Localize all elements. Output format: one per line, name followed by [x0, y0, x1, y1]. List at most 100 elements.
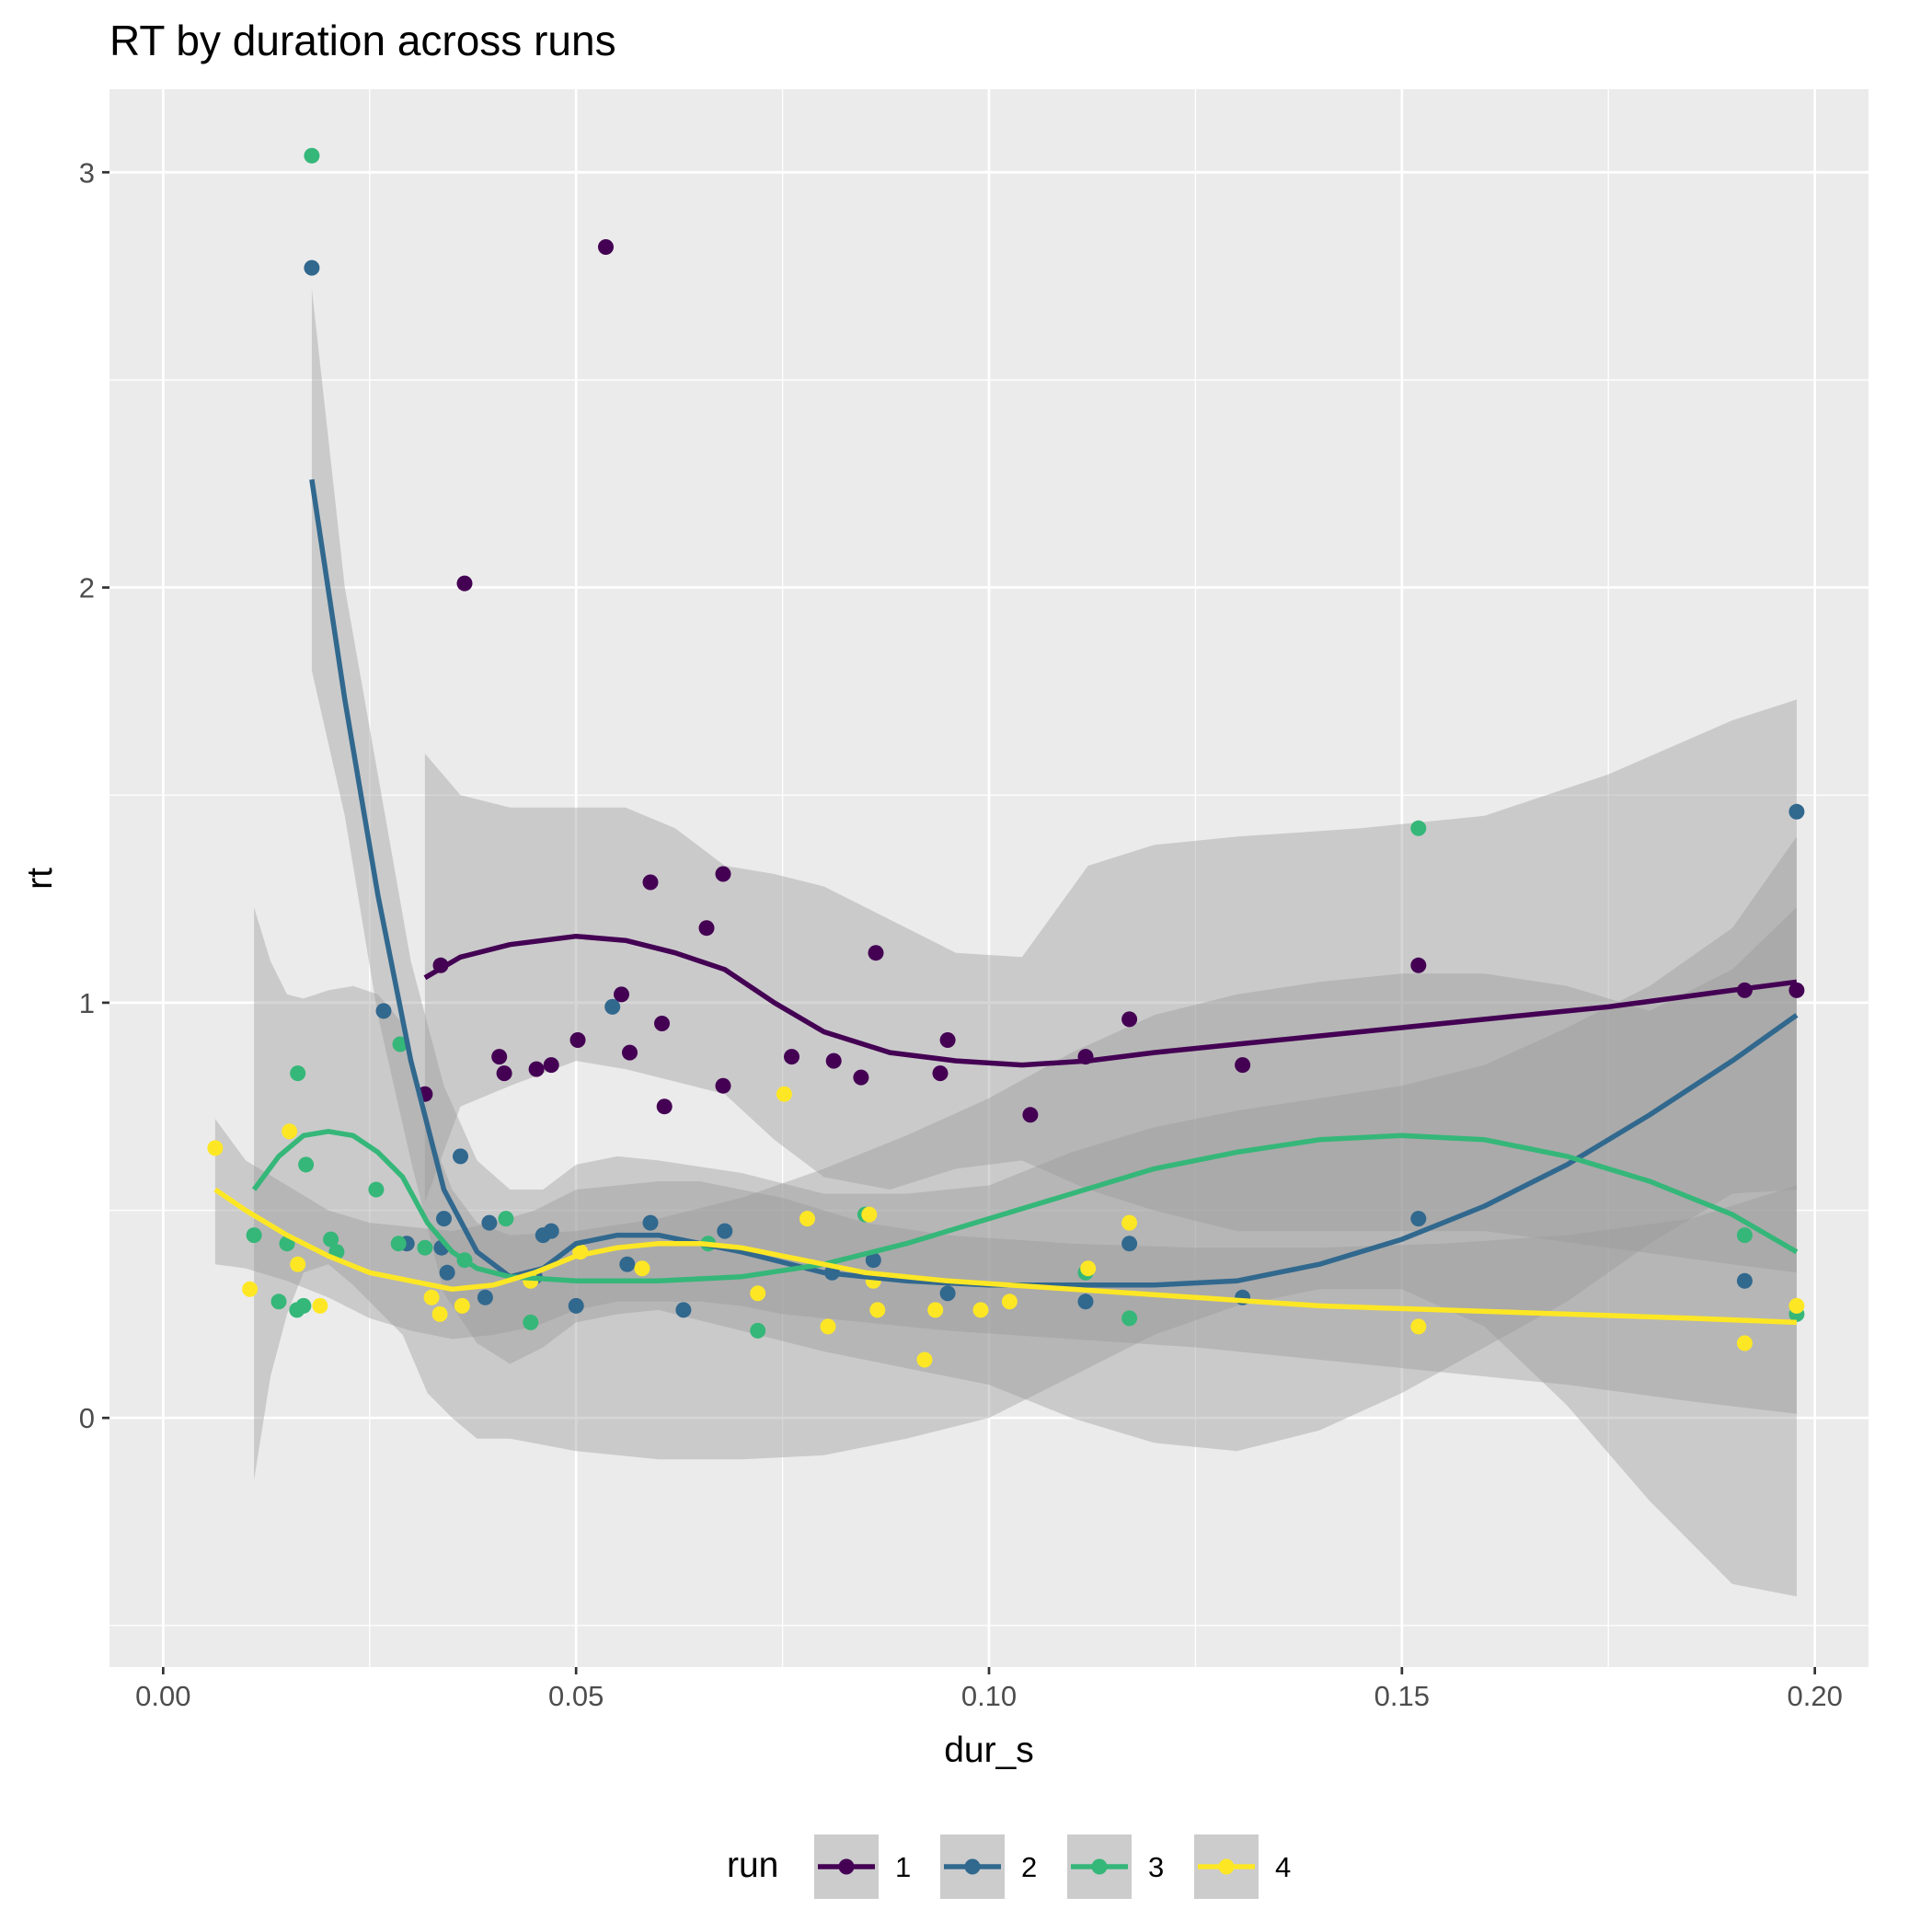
point-run-4 [242, 1281, 259, 1297]
confidence-band-run-3 [254, 907, 1797, 1597]
point-run-2 [717, 1223, 733, 1239]
point-run-3 [498, 1211, 514, 1227]
legend-label-run-2: 2 [1021, 1851, 1037, 1883]
point-run-2 [439, 1264, 455, 1281]
point-run-3 [323, 1231, 339, 1248]
point-run-1 [654, 1016, 670, 1031]
point-run-1 [598, 239, 614, 255]
point-run-2 [865, 1252, 881, 1269]
point-run-1 [698, 920, 715, 937]
legend-point-run-4 [1218, 1858, 1235, 1875]
point-run-3 [392, 1036, 408, 1052]
y-tick-label: 0 [79, 1402, 95, 1434]
x-tick-label: 0.20 [1787, 1680, 1842, 1712]
point-run-2 [675, 1302, 692, 1318]
y-tick-label: 2 [79, 572, 95, 604]
point-run-4 [1121, 1214, 1138, 1231]
legend-title: run [727, 1846, 778, 1885]
point-run-3 [290, 1065, 306, 1082]
point-run-1 [868, 945, 884, 961]
point-run-2 [1077, 1294, 1094, 1310]
point-run-1 [1235, 1057, 1251, 1074]
point-run-2 [1736, 1272, 1753, 1289]
chart-title: RT by duration across runs [109, 17, 616, 64]
point-run-1 [528, 1061, 545, 1077]
point-run-2 [568, 1297, 584, 1314]
smooth-line-run-1 [423, 933, 1798, 1068]
legend-point-run-3 [1091, 1858, 1108, 1875]
point-run-4 [1410, 1318, 1427, 1335]
point-run-1 [642, 874, 659, 891]
point-run-2 [1410, 1211, 1427, 1227]
point-run-4 [634, 1260, 650, 1277]
point-run-3 [1736, 1227, 1753, 1244]
legend-label-run-1: 1 [895, 1851, 911, 1883]
x-tick-label: 0.00 [135, 1680, 190, 1712]
point-run-1 [825, 1052, 842, 1069]
confidence-band-run-4 [214, 1119, 1797, 1414]
y-axis: 0 1 2 3 [79, 156, 109, 1434]
point-run-3 [390, 1236, 407, 1252]
point-run-3 [523, 1314, 539, 1330]
point-run-2 [453, 1148, 468, 1165]
point-run-2 [436, 1211, 452, 1227]
point-run-2 [481, 1214, 498, 1231]
point-run-4 [1736, 1335, 1753, 1351]
point-run-1 [1788, 982, 1805, 998]
legend-point-run-2 [964, 1858, 981, 1875]
confidence-band-run-2 [311, 288, 1797, 1452]
point-run-2 [1121, 1236, 1138, 1252]
point-run-3 [295, 1297, 312, 1314]
x-tick-label: 0.10 [961, 1680, 1017, 1712]
point-run-3 [368, 1181, 385, 1198]
point-run-4 [750, 1285, 766, 1302]
point-run-2 [477, 1289, 493, 1305]
point-run-4 [282, 1123, 298, 1140]
point-run-1 [932, 1065, 949, 1082]
point-run-4 [207, 1140, 224, 1156]
point-run-1 [491, 1049, 508, 1065]
smooth-line-run-3 [251, 1129, 1799, 1284]
x-axis: 0.00 0.05 0.10 0.15 0.20 [135, 1667, 1843, 1712]
point-run-4 [1001, 1294, 1018, 1310]
point-run-4 [431, 1305, 448, 1322]
point-run-4 [820, 1318, 836, 1335]
point-run-3 [1410, 820, 1427, 836]
smooth-line-run-4 [213, 1187, 1798, 1326]
point-run-3 [246, 1227, 262, 1244]
point-run-1 [569, 1032, 586, 1048]
point-run-3 [1121, 1310, 1138, 1327]
point-run-1 [622, 1044, 638, 1061]
point-run-3 [270, 1294, 287, 1310]
point-run-1 [496, 1065, 512, 1082]
point-run-2 [642, 1214, 659, 1231]
x-axis-title: dur_s [944, 1731, 1034, 1770]
point-run-4 [799, 1211, 815, 1227]
confidence-band-run-1 [424, 699, 1797, 1273]
point-run-3 [750, 1322, 766, 1339]
point-run-1 [715, 1077, 731, 1094]
smooth-lines [213, 478, 1799, 1326]
point-run-3 [417, 1239, 433, 1256]
major-gridlines [109, 89, 1869, 1667]
point-run-4 [1788, 1297, 1805, 1314]
point-run-4 [861, 1206, 878, 1223]
point-run-3 [304, 147, 320, 164]
point-run-4 [776, 1086, 792, 1102]
point-run-1 [456, 575, 473, 592]
point-run-2 [939, 1285, 956, 1302]
smooth-line-run-2 [309, 478, 1799, 1288]
y-axis-title: rt [20, 868, 60, 890]
legend-label-run-4: 4 [1275, 1851, 1291, 1883]
point-run-3 [298, 1156, 315, 1173]
x-tick-label: 0.05 [548, 1680, 604, 1712]
point-run-1 [715, 866, 731, 882]
confidence-bands [214, 288, 1797, 1597]
x-tick-label: 0.15 [1374, 1680, 1430, 1712]
point-run-4 [927, 1302, 944, 1318]
point-run-1 [784, 1049, 799, 1065]
point-run-2 [543, 1223, 559, 1239]
point-run-1 [1022, 1107, 1039, 1123]
point-run-1 [656, 1098, 673, 1115]
